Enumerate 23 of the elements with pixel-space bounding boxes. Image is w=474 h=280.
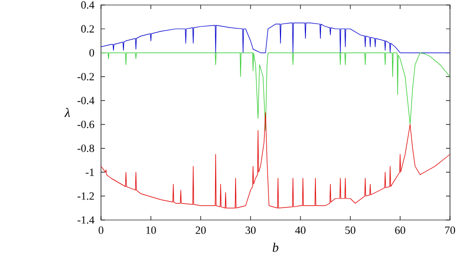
x-tick-label: 50 <box>345 226 356 234</box>
y-tick-label: -1 <box>86 168 94 176</box>
line-series <box>101 52 450 131</box>
x-tick-label: 40 <box>295 226 306 234</box>
y-tick-label: 0 <box>89 49 94 56</box>
x-tick-label: 20 <box>196 226 206 234</box>
line-series <box>101 112 450 208</box>
y-tick-label: -0.4 <box>78 96 94 104</box>
line-series <box>101 22 450 54</box>
y-tick-label: -1.4 <box>78 216 94 224</box>
y-tick-label: -1.2 <box>78 192 94 200</box>
y-tick-label: -0.8 <box>78 144 94 152</box>
y-tick-label: -0.2 <box>78 72 94 80</box>
y-tick-label: -0.6 <box>78 120 94 128</box>
x-tick-label: 10 <box>146 226 156 234</box>
y-tick-label: 0.4 <box>81 1 94 9</box>
x-tick-label: 70 <box>445 226 456 234</box>
x-tick-label: 30 <box>246 226 256 234</box>
x-tick-label: 60 <box>395 226 406 234</box>
x-axis-title: b <box>272 242 278 252</box>
x-tick-label: 0 <box>98 226 104 234</box>
y-axis-title: λ <box>64 108 70 118</box>
y-tick-label: 0.2 <box>81 25 94 33</box>
